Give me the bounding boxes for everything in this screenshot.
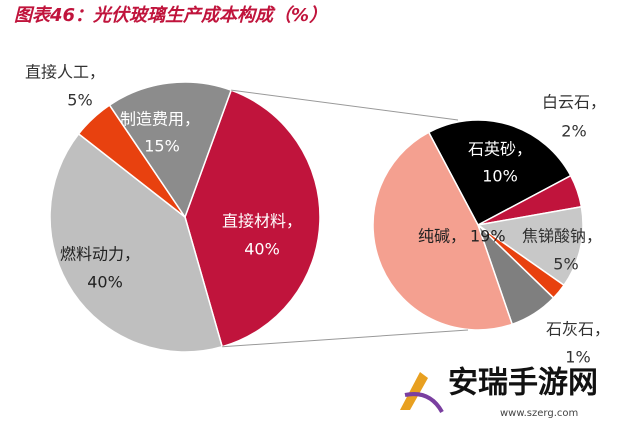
- value-label: 10%: [482, 167, 518, 186]
- logo: [400, 372, 428, 410]
- slice-label: 焦锑酸钠，: [522, 227, 602, 246]
- pie-slice: [476, 205, 584, 287]
- slice-label: 直接人工，: [25, 63, 105, 82]
- slice-label: 制造费用，: [120, 110, 200, 129]
- value-label: 1%: [565, 348, 590, 367]
- slice-label: 石灰石，: [546, 320, 610, 339]
- connector: [231, 89, 459, 121]
- value-label: 40%: [87, 273, 123, 292]
- slice-label: 直接材料，: [222, 212, 302, 231]
- watermark: 安瑞手游网 www.szerg.com: [400, 366, 598, 419]
- pie-slice: [372, 131, 514, 331]
- slice-label: 纯碱，: [418, 227, 466, 246]
- slice-label: 燃料动力，: [60, 245, 140, 264]
- pie-slice: [108, 81, 233, 219]
- value-label: 19%: [470, 227, 506, 246]
- pie-slice: [49, 132, 224, 353]
- value-label: 15%: [144, 137, 180, 156]
- logo: [404, 392, 444, 414]
- slice-label: 石英砂，: [468, 140, 532, 159]
- chart-title: 图表46：光伏玻璃生产成本构成（%）: [14, 5, 327, 26]
- watermark-name: 安瑞手游网: [448, 366, 598, 401]
- connector: [222, 329, 469, 348]
- value-label: 5%: [67, 91, 92, 110]
- plot: 直接材料， 40% 燃料动力， 40% 直接人工， 5% 制造费用， 15% 石英砂， 10% 白云…: [25, 63, 610, 367]
- slice-label: 白云石，: [542, 93, 606, 112]
- value-label: 40%: [244, 240, 280, 259]
- value-label: 2%: [561, 122, 586, 141]
- pie-slice: [184, 89, 321, 348]
- value-label: 5%: [553, 255, 578, 274]
- watermark-url: www.szerg.com: [500, 408, 578, 419]
